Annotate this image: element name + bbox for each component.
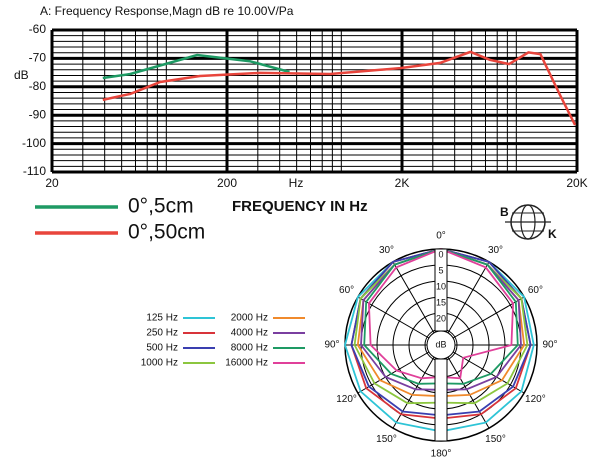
y-tick-label: -110 — [23, 164, 46, 178]
theta-tick-label: 90° — [324, 340, 339, 351]
legend-label: 4000 Hz — [231, 328, 268, 339]
legend-label: 250 Hz — [146, 328, 178, 339]
polar-spoke — [357, 296, 442, 346]
y-axis-label: dB — [14, 68, 29, 82]
theta-tick-label: 0° — [436, 231, 446, 242]
legend-label: 0°,5cm — [128, 195, 194, 218]
theta-tick-label: 90° — [542, 340, 557, 351]
legend-label: 2000 Hz — [231, 313, 268, 324]
theta-tick-label: 180° — [431, 449, 452, 459]
y-tick-label: -90 — [29, 107, 47, 121]
theta-tick-label: 30° — [488, 245, 503, 256]
legend-label: 0°,50cm — [128, 221, 205, 244]
r-tick-label: 0 — [438, 249, 443, 259]
theta-tick-label: 60° — [528, 285, 543, 296]
theta-tick-label: 30° — [379, 245, 394, 256]
y-tick-label: -60 — [29, 22, 47, 36]
r-tick-label: 5 — [438, 265, 443, 275]
theta-tick-label: 120° — [336, 394, 357, 405]
x-tick-label: 20K — [566, 176, 587, 190]
r-tick-label: 20 — [436, 313, 446, 323]
y-tick-label: -100 — [22, 136, 46, 150]
x-axis-label: FREQUENCY IN Hz — [232, 198, 368, 215]
legend-label: 500 Hz — [146, 343, 178, 354]
chart-title: A: Frequency Response,Magn dB re 10.00V/… — [40, 4, 294, 18]
legend-label: 16000 Hz — [225, 358, 268, 369]
theta-tick-label: 120° — [525, 394, 546, 405]
series-line — [102, 53, 290, 80]
series-line — [102, 50, 577, 126]
legend-label: 8000 Hz — [231, 343, 268, 354]
polar-spoke — [357, 344, 442, 394]
legend-label: 125 Hz — [146, 313, 178, 324]
y-tick-label: -70 — [29, 51, 47, 65]
r-axis-label: dB — [435, 339, 446, 349]
logo: B K — [500, 204, 557, 241]
logo-letter: B — [500, 205, 509, 219]
polar-spoke — [392, 261, 442, 346]
x-tick-label: 2K — [395, 176, 410, 190]
r-tick-label: 10 — [436, 281, 446, 291]
x-tick-label: 20 — [45, 176, 59, 190]
x-axis-unit: Hz — [289, 176, 304, 190]
r-tick-label: 15 — [436, 297, 446, 307]
theta-tick-label: 150° — [376, 434, 397, 445]
polar-spoke — [440, 296, 525, 346]
polar-spoke — [440, 344, 525, 394]
radial-strip — [434, 358, 448, 442]
theta-tick-label: 150° — [485, 434, 506, 445]
polar-center — [426, 330, 456, 360]
theta-tick-label: 60° — [339, 285, 354, 296]
logo-letter: K — [548, 227, 557, 241]
legend-label: 1000 Hz — [141, 358, 178, 369]
polar-spoke — [440, 261, 490, 346]
y-tick-label: -80 — [29, 79, 47, 93]
x-tick-label: 200 — [217, 176, 237, 190]
